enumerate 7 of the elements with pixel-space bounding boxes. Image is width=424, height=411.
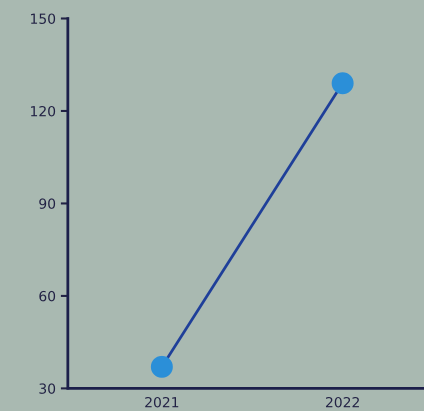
- y-tick-label: 120: [31, 106, 56, 116]
- y-tick-label: 60: [39, 290, 56, 302]
- x-tick-label: 2021: [145, 396, 178, 408]
- y-tick-label: 30: [39, 383, 56, 394]
- y-tick-label: 150: [31, 13, 56, 24]
- x-tick-label: 2022: [326, 396, 359, 408]
- y-tick-label: 90: [39, 198, 56, 209]
